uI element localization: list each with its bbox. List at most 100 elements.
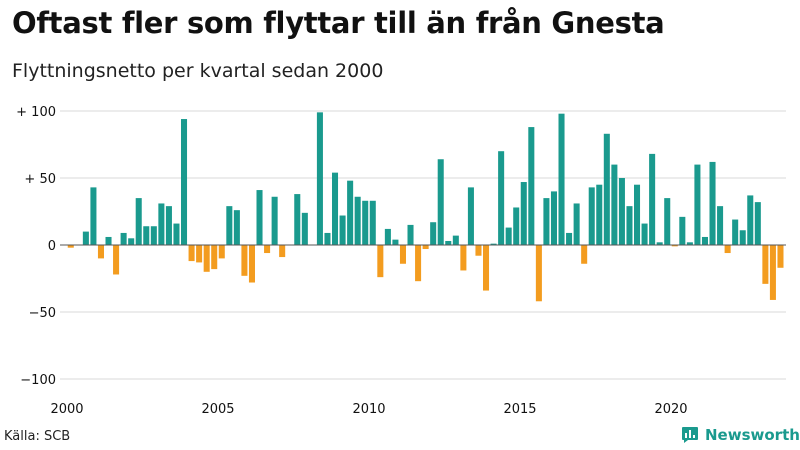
bar (347, 180, 354, 245)
bar (535, 245, 542, 302)
bar (581, 245, 588, 264)
bar (671, 245, 678, 247)
bar (573, 203, 580, 245)
bar (384, 228, 391, 245)
bar (203, 245, 210, 272)
bar (135, 198, 142, 245)
bar (505, 227, 512, 245)
bar (354, 196, 361, 245)
bar (611, 164, 618, 245)
bar (709, 161, 716, 245)
brand: Newsworthy (681, 426, 800, 444)
x-tick-label: 2000 (50, 402, 83, 417)
bar (717, 206, 724, 245)
bar (550, 191, 557, 245)
bar (399, 245, 406, 264)
bar (158, 203, 165, 245)
bar (67, 245, 74, 248)
bar (520, 182, 527, 245)
bar (120, 232, 127, 245)
bar (316, 112, 323, 245)
bar (196, 245, 203, 263)
bar (264, 245, 271, 254)
bar (467, 187, 474, 245)
bar (90, 187, 97, 245)
x-tick-label: 2005 (201, 402, 234, 417)
bar (490, 243, 497, 245)
bar-chart: + 100 + 50 0 −50 −100 2000 2005 2010 2015 2020 (16, 105, 786, 417)
bar (248, 245, 255, 283)
bar-chart-icon (682, 427, 698, 443)
bar (339, 215, 346, 245)
bar (271, 196, 278, 245)
bar (664, 198, 671, 245)
bar (754, 202, 761, 245)
bar (626, 206, 633, 245)
bar (369, 200, 376, 245)
bar (324, 232, 331, 245)
y-tick-label: + 100 (16, 105, 56, 120)
source-note: Källa: SCB (4, 429, 71, 444)
bar (188, 245, 195, 262)
bar (528, 127, 535, 245)
bar (165, 206, 172, 245)
bar (113, 245, 120, 275)
bar (641, 223, 648, 245)
bar (596, 184, 603, 245)
bar (543, 198, 550, 245)
bar (233, 210, 240, 245)
bar (460, 245, 467, 271)
bar (415, 245, 422, 282)
bar (558, 113, 565, 246)
x-tick-label: 2015 (503, 402, 536, 417)
bar (241, 245, 248, 276)
bar (150, 226, 157, 245)
bar (694, 164, 701, 245)
bar (82, 231, 89, 245)
bar (452, 235, 459, 245)
y-tick-label: 0 (48, 239, 56, 254)
chart-subtitle: Flyttningsnetto per kvartal sedan 2000 (12, 60, 384, 82)
bar (769, 245, 776, 300)
bar (513, 207, 520, 245)
brand-label: Newsworthy (705, 426, 800, 444)
bar (679, 216, 686, 245)
bar (279, 245, 286, 258)
bar (211, 245, 218, 270)
bar (483, 245, 490, 291)
bar (747, 195, 754, 245)
y-tick-label: + 50 (24, 172, 56, 187)
bar (143, 226, 150, 245)
bar (634, 184, 641, 245)
bar (362, 200, 369, 245)
bar (777, 245, 784, 268)
bar (377, 245, 384, 278)
bar (301, 212, 308, 245)
x-tick-label: 2020 (654, 402, 687, 417)
y-tick-label: −100 (20, 373, 56, 388)
bar (649, 153, 656, 245)
bar (173, 223, 180, 245)
bar (618, 178, 625, 245)
chart-title: Oftast fler som flyttar till än från Gne… (12, 6, 665, 40)
bar (445, 240, 452, 245)
bar (181, 119, 188, 245)
bar (218, 245, 225, 259)
bar (498, 151, 505, 245)
bar (762, 245, 769, 284)
bar (256, 190, 263, 245)
bar (128, 238, 135, 245)
bar (226, 206, 233, 245)
bar (566, 232, 573, 245)
bar (724, 245, 731, 254)
x-tick-label: 2010 (352, 402, 385, 417)
bar (588, 187, 595, 245)
bar (105, 236, 112, 245)
bar (407, 224, 414, 245)
bar (739, 230, 746, 245)
y-tick-label: −50 (29, 306, 56, 321)
bar (422, 245, 429, 250)
bar (475, 245, 482, 256)
bar (686, 242, 693, 245)
bar (656, 242, 663, 245)
